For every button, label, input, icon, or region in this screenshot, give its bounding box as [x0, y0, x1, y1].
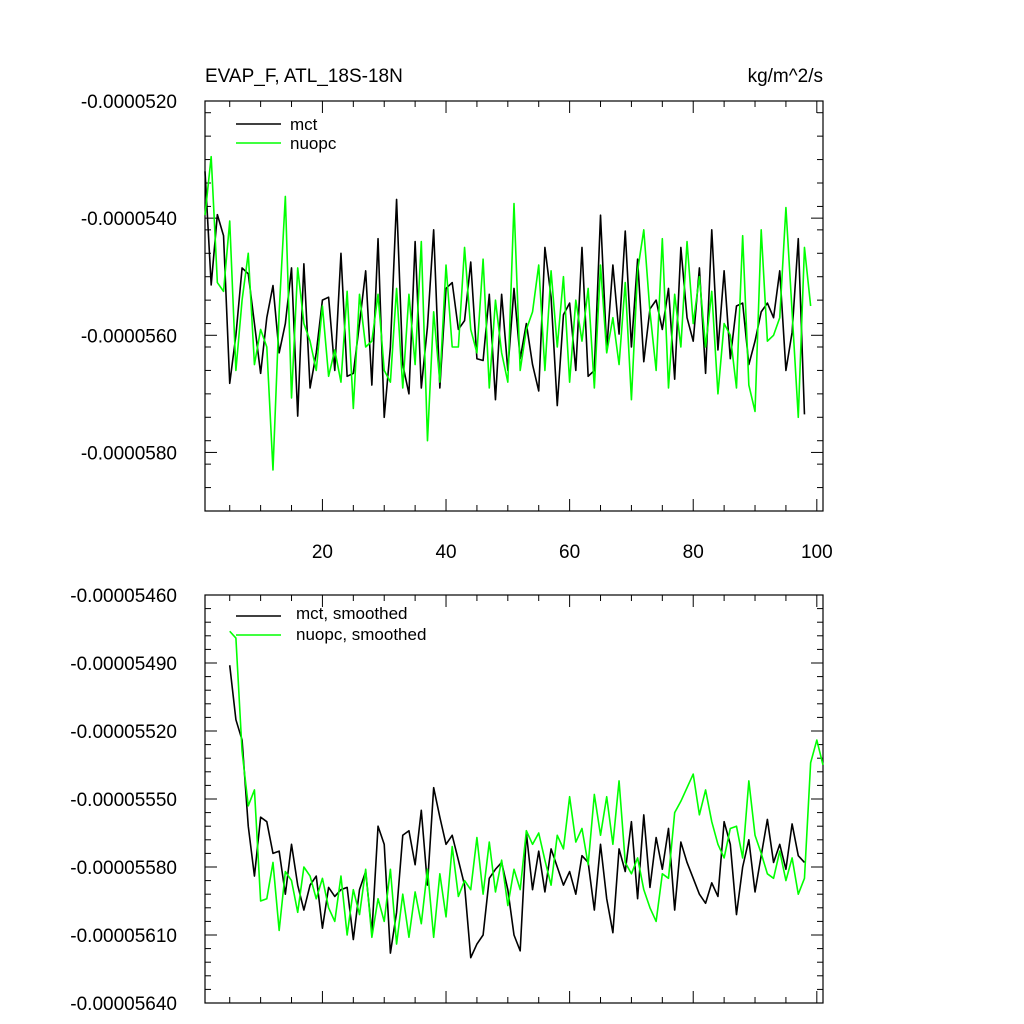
y-tick-label: -0.0000560 — [81, 326, 177, 347]
bottom-series-group — [228, 630, 824, 959]
x-tick-label: 20 — [312, 542, 333, 563]
legend-label-nuopc: nuopc — [290, 134, 337, 153]
bottom-axis-ticks: -0.00005460 -0.00005490 -0.00005520 -0.0000… — [70, 586, 823, 1015]
y-tick-label: -0.00005580 — [70, 858, 177, 879]
y-tick-label: -0.0000520 — [81, 92, 177, 113]
y-tick-label: -0.00005490 — [70, 654, 177, 675]
y-tick-label: -0.00005610 — [70, 926, 177, 947]
y-tick-label: -0.00005640 — [70, 994, 177, 1015]
bottom-legend: mct, smoothed nuopc, smoothed — [236, 604, 426, 644]
series-line-nuopc — [204, 155, 812, 471]
legend-label-mct: mct — [290, 115, 318, 134]
top-plot-frame — [204, 100, 824, 512]
chart-units-label: kg/m^2/s — [748, 66, 823, 87]
top-series-group — [204, 155, 812, 471]
y-tick-label: -0.00005460 — [70, 586, 177, 607]
bottom-plot-frame — [204, 594, 824, 1004]
legend-label-nuopc-smoothed: nuopc, smoothed — [296, 625, 426, 644]
y-tick-label: -0.0000540 — [81, 209, 177, 230]
x-tick-label: 100 — [801, 542, 833, 563]
y-tick-label: -0.00005520 — [70, 722, 177, 743]
legend-label-mct-smoothed: mct, smoothed — [296, 604, 408, 623]
top-legend: mct nuopc — [236, 115, 337, 153]
top-chart-panel: EVAP_F, ATL_18S-18N kg/m^2/s 20 40 60 80 100… — [81, 66, 833, 563]
x-tick-label: 80 — [683, 542, 704, 563]
series-line-mct — [204, 171, 806, 419]
x-tick-label: 40 — [435, 542, 456, 563]
series-line-mct-smoothed — [228, 665, 806, 959]
y-tick-label: -0.0000580 — [81, 443, 177, 464]
series-line-nuopc-smoothed — [229, 630, 824, 945]
y-tick-label: -0.00005550 — [70, 790, 177, 811]
chart-title: EVAP_F, ATL_18S-18N — [205, 66, 403, 87]
x-tick-label: 60 — [559, 542, 580, 563]
top-axis-ticks: 20 40 60 80 100 -0.0000520 -0.0000540 -0.000056… — [81, 92, 833, 563]
bottom-chart-panel: -0.00005460 -0.00005490 -0.00005520 -0.0000… — [70, 586, 824, 1015]
